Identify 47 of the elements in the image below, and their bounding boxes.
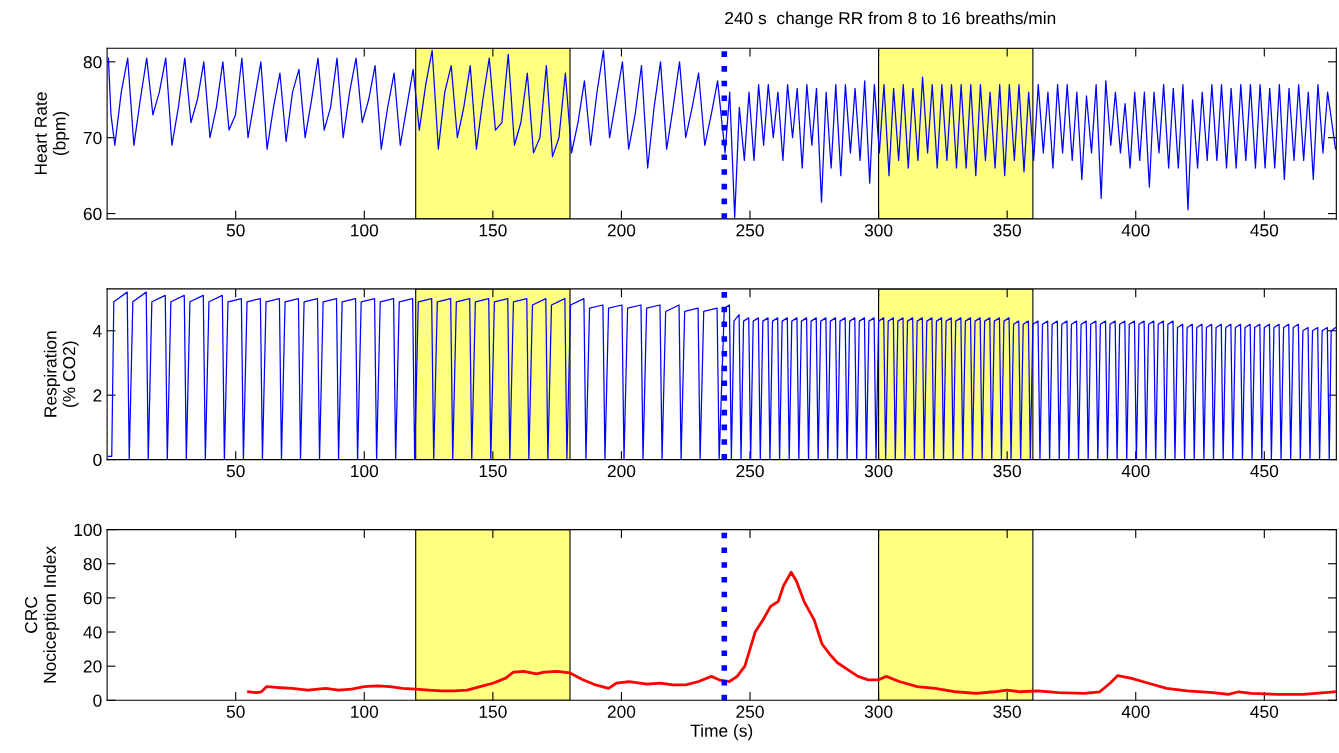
x-tick-label: 400	[1121, 224, 1150, 237]
x-tick-label: 450	[1250, 224, 1279, 237]
x-tick-label: 200	[607, 224, 636, 237]
y-tick-label: 80	[83, 56, 102, 69]
x-tick-label: 200	[607, 705, 636, 718]
y-tick-label: 0	[93, 453, 102, 467]
x-tick-label: 400	[1121, 705, 1150, 718]
y-tick-label: 20	[83, 660, 102, 673]
x-tick-label: 250	[736, 224, 764, 237]
x-tick-label: 300	[864, 705, 893, 718]
y-tick-label: 0	[93, 694, 102, 707]
y-tick-label: 60	[83, 592, 102, 605]
y-axis-title: Respiration (% CO2)	[43, 331, 79, 417]
y-tick-label: 60	[83, 207, 102, 221]
x-tick-label: 50	[226, 464, 245, 478]
x-tick-label: 300	[864, 224, 893, 237]
y-tick-label: 2	[93, 389, 102, 402]
y-tick-label: 70	[83, 131, 102, 145]
x-axis-title: Time (s)	[690, 724, 753, 741]
line-series	[247, 570, 1337, 696]
y-tick-label: 40	[83, 626, 102, 639]
x-tick-label: 150	[479, 464, 507, 478]
y-axis-title: CRC Nociception Index	[24, 546, 60, 683]
y-tick-label: 80	[83, 557, 102, 571]
x-tick-label: 450	[1250, 705, 1279, 718]
x-tick-label: 450	[1250, 464, 1279, 478]
x-tick-label: 100	[351, 224, 379, 237]
line-series	[107, 291, 1337, 460]
x-tick-label: 100	[351, 705, 379, 718]
x-tick-label: 150	[479, 705, 507, 718]
line-series	[107, 49, 1337, 218]
ref-line-label: 240 s change RR from 8 to 16 breaths/min	[725, 11, 1056, 28]
x-tick-label: 100	[351, 464, 379, 478]
x-tick-label: 400	[1121, 464, 1150, 478]
x-tick-label: 200	[607, 464, 636, 478]
x-tick-label: 50	[226, 705, 245, 718]
x-tick-label: 350	[993, 464, 1021, 478]
y-tick-label: 100	[74, 523, 102, 537]
x-tick-label: 300	[864, 464, 893, 478]
x-tick-label: 250	[736, 464, 764, 478]
x-tick-label: 350	[993, 705, 1021, 718]
y-tick-label: 4	[93, 325, 102, 338]
x-tick-label: 250	[736, 705, 764, 718]
x-tick-label: 50	[226, 224, 245, 237]
y-axis-title: Heart Rate (bpm)	[34, 92, 70, 175]
x-tick-label: 350	[993, 224, 1021, 237]
x-tick-label: 150	[479, 224, 507, 237]
